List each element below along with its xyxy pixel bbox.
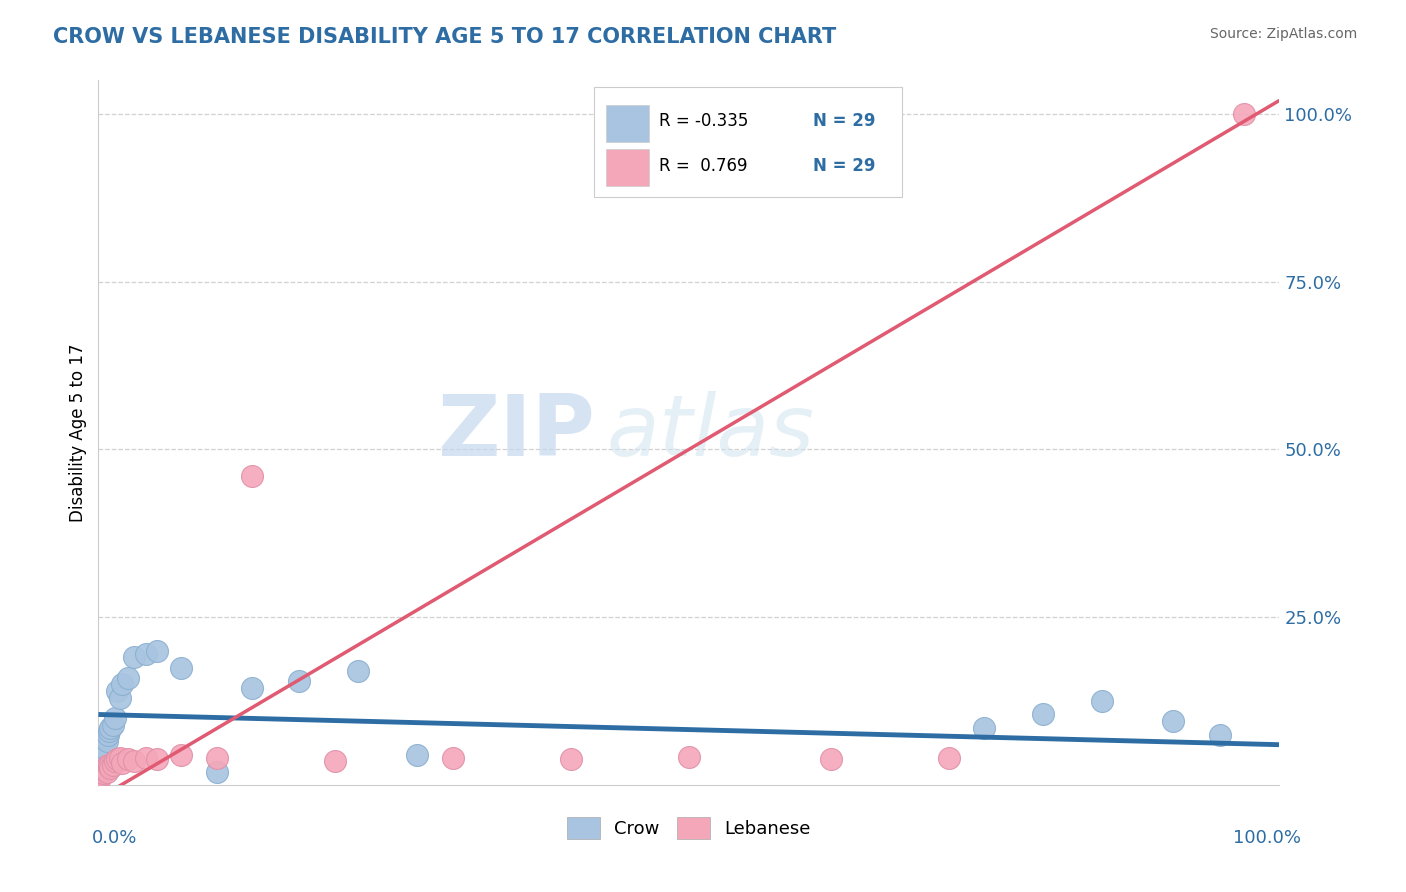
Point: [93, 741, 115, 756]
Text: 100.0%: 100.0%: [1233, 829, 1301, 847]
Text: 0.0%: 0.0%: [91, 829, 136, 847]
Point: [89, 771, 111, 785]
Point: [1233, 107, 1256, 121]
Point: [91, 765, 114, 780]
Point: [1032, 707, 1054, 722]
Point: [111, 756, 134, 771]
Point: [94, 731, 117, 745]
Point: [560, 752, 582, 766]
Point: [104, 711, 127, 725]
Point: [1091, 694, 1114, 708]
Point: [98, 761, 121, 775]
Point: [288, 673, 311, 688]
Point: [108, 690, 131, 705]
Point: [101, 717, 124, 731]
Point: [117, 752, 139, 766]
Point: [1209, 728, 1232, 742]
Point: [170, 660, 193, 674]
Point: [98, 721, 121, 735]
Point: [97, 728, 120, 742]
Legend: Crow, Lebanese: Crow, Lebanese: [560, 810, 818, 847]
Point: [104, 755, 127, 769]
Point: [98, 759, 121, 773]
FancyBboxPatch shape: [606, 105, 648, 142]
Point: [96, 734, 118, 748]
Point: [1161, 714, 1184, 729]
Point: [678, 749, 700, 764]
Point: [101, 757, 124, 772]
Point: [323, 755, 346, 769]
Point: [170, 747, 193, 762]
Point: [111, 677, 134, 691]
Point: [105, 684, 128, 698]
Point: [91, 764, 114, 779]
Point: [96, 764, 118, 779]
Point: [108, 751, 131, 765]
Point: [205, 764, 228, 779]
Point: [90, 768, 112, 782]
Point: [105, 752, 128, 766]
Text: ZIP: ZIP: [437, 391, 595, 475]
Point: [94, 761, 117, 775]
Text: Source: ZipAtlas.com: Source: ZipAtlas.com: [1209, 27, 1357, 41]
Point: [122, 650, 145, 665]
Point: [93, 763, 115, 777]
Text: N = 29: N = 29: [813, 157, 876, 175]
Point: [146, 644, 169, 658]
Text: CROW VS LEBANESE DISABILITY AGE 5 TO 17 CORRELATION CHART: CROW VS LEBANESE DISABILITY AGE 5 TO 17 …: [53, 27, 837, 46]
Point: [820, 752, 842, 766]
Point: [117, 671, 139, 685]
Point: [441, 751, 464, 765]
FancyBboxPatch shape: [606, 149, 648, 186]
Text: N = 29: N = 29: [813, 112, 876, 130]
Point: [240, 681, 263, 695]
Point: [938, 751, 960, 765]
Point: [146, 752, 169, 766]
Point: [122, 755, 145, 769]
FancyBboxPatch shape: [595, 87, 901, 196]
Point: [135, 647, 157, 661]
Point: [98, 724, 121, 739]
Text: R = -0.335: R = -0.335: [659, 112, 749, 130]
Point: [240, 469, 263, 483]
Point: [406, 747, 429, 762]
Point: [973, 721, 995, 735]
Text: atlas: atlas: [606, 391, 814, 475]
Point: [135, 751, 157, 765]
Point: [97, 757, 120, 772]
Point: [347, 664, 370, 678]
Point: [91, 744, 114, 758]
Text: R =  0.769: R = 0.769: [659, 157, 748, 175]
Point: [91, 738, 114, 752]
Point: [205, 751, 228, 765]
Point: [90, 751, 112, 765]
Y-axis label: Disability Age 5 to 17: Disability Age 5 to 17: [69, 343, 87, 522]
